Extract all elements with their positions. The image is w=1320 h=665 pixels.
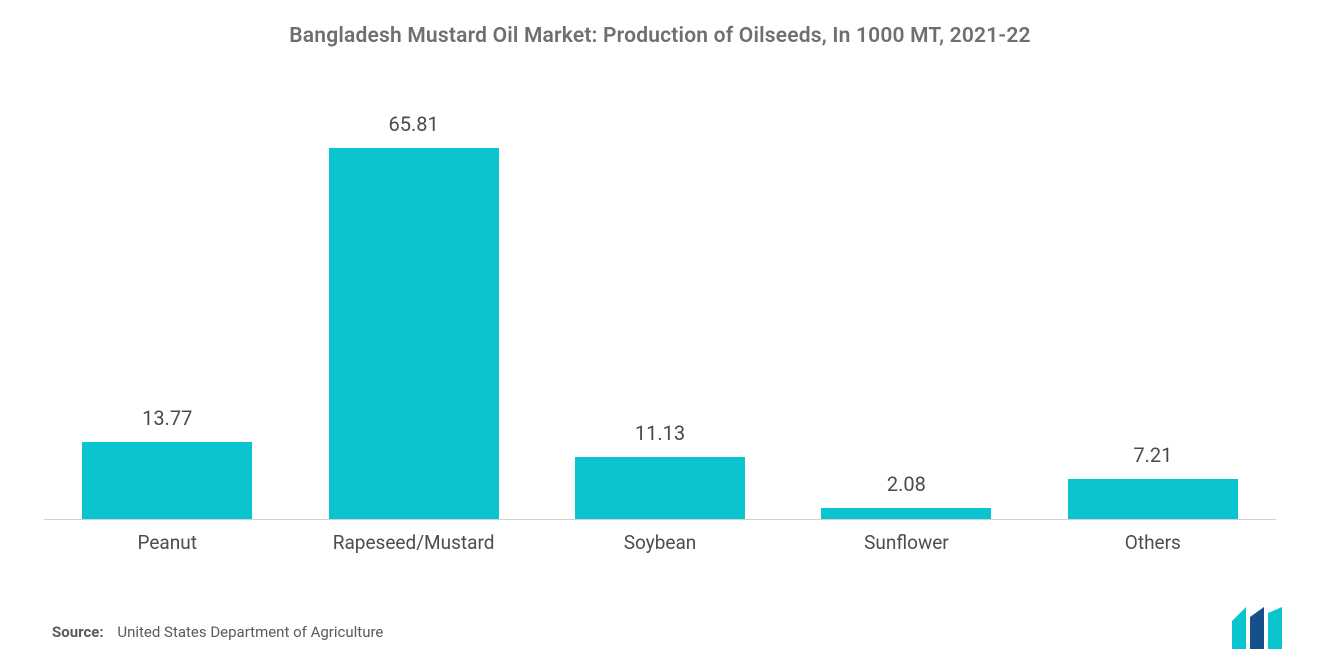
x-axis-label: Soybean (537, 525, 783, 554)
x-axis-label: Rapeseed/Mustard (290, 525, 536, 554)
bar-slot: 2.08 (783, 84, 1029, 520)
bar-rect (575, 457, 745, 520)
bar-value-label: 2.08 (887, 472, 926, 496)
bar-rect (82, 442, 252, 520)
source-attribution: Source: United States Department of Agri… (52, 623, 383, 641)
bar-slot: 7.21 (1030, 84, 1276, 520)
bar-slot: 11.13 (537, 84, 783, 520)
source-label: Source: (52, 623, 104, 641)
bar-slot: 13.77 (44, 84, 290, 520)
bar-rect (329, 148, 499, 520)
x-axis-line (44, 519, 1276, 520)
x-axis-label: Peanut (44, 525, 290, 554)
chart-title: Bangladesh Mustard Oil Market: Productio… (44, 24, 1276, 48)
plot-area: 13.77 65.81 11.13 2.08 7.21 PeanutRapeseed/M… (44, 84, 1276, 554)
brand-logo-icon (1232, 607, 1290, 649)
bar-rect (1068, 479, 1238, 520)
bars-row: 13.77 65.81 11.13 2.08 7.21 (44, 84, 1276, 520)
bar-value-label: 11.13 (635, 421, 685, 445)
bar-value-label: 7.21 (1133, 443, 1172, 467)
bar-value-label: 13.77 (142, 406, 192, 430)
chart-container: Bangladesh Mustard Oil Market: Productio… (0, 0, 1320, 665)
bar-slot: 65.81 (290, 84, 536, 520)
bar-value-label: 65.81 (388, 112, 438, 136)
source-text: United States Department of Agriculture (117, 623, 383, 641)
x-axis-labels: PeanutRapeseed/MustardSoybeanSunflowerOt… (44, 525, 1276, 554)
x-axis-label: Others (1030, 525, 1276, 554)
x-axis-label: Sunflower (783, 525, 1029, 554)
